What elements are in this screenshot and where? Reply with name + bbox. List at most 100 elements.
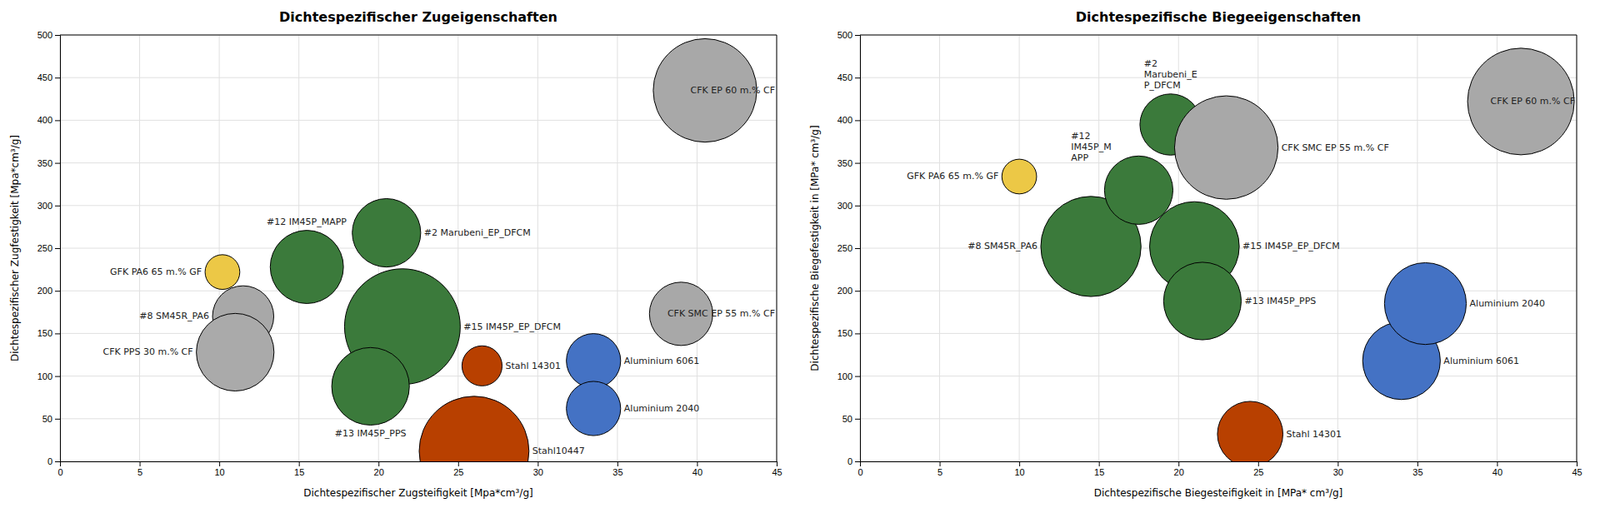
bubbles xyxy=(196,38,757,462)
tick-label: 100 xyxy=(837,371,853,382)
point-label: Aluminium 2040 xyxy=(624,403,700,415)
tick: 20 xyxy=(1174,461,1185,478)
tick-label: 5 xyxy=(137,467,143,478)
point-label: #12IM45P_MAPP xyxy=(1070,130,1111,163)
tick: 400 xyxy=(37,115,60,125)
labels: GFK PA6 65 m.% GF #8 SM45R_PA6 #12IM45P_MA… xyxy=(906,58,1575,440)
tick-mark xyxy=(855,205,860,207)
tick-mark xyxy=(55,163,60,165)
tick: 0 xyxy=(847,456,860,467)
bubble xyxy=(566,381,621,436)
y-axis-title: Dichtespezifische Biegefestigkeit in [MP… xyxy=(809,125,821,371)
tick: 500 xyxy=(837,30,860,40)
tick-label: 15 xyxy=(1094,467,1105,478)
y-axis: 050100150200250300350400450500 xyxy=(837,30,861,467)
tick-label: 350 xyxy=(837,158,853,169)
grid-line xyxy=(60,205,777,206)
label-line: #13 IM45P_PPS xyxy=(335,428,407,440)
frame xyxy=(776,35,778,462)
tick: 15 xyxy=(294,461,305,478)
tick-label: 0 xyxy=(47,456,53,467)
label-line: #12 IM45P_MAPP xyxy=(266,216,347,228)
bubble xyxy=(1467,48,1575,155)
tick-label: 450 xyxy=(37,72,53,83)
label-line: APP xyxy=(1070,152,1089,164)
tick-mark xyxy=(1576,461,1578,467)
tick: 150 xyxy=(37,328,60,339)
frame xyxy=(1576,35,1578,462)
axis-line xyxy=(855,35,861,463)
point-label: #15 IM45P_EP_DFCM xyxy=(463,321,561,333)
tick-label: 500 xyxy=(837,30,853,40)
tick: 500 xyxy=(37,30,60,40)
tick: 45 xyxy=(771,461,782,478)
label-line: Aluminium 6061 xyxy=(624,355,700,367)
tick: 40 xyxy=(692,461,703,478)
tick: 50 xyxy=(842,414,860,425)
bubble xyxy=(196,313,275,391)
tick-mark xyxy=(855,248,860,250)
tick: 10 xyxy=(214,461,225,478)
tick: 40 xyxy=(1492,461,1503,478)
point-label: CFK SMC EP 55 m.% CF xyxy=(1281,142,1390,154)
tick-mark xyxy=(219,461,220,467)
title: Dichtespezifischer Zugeigenschaften xyxy=(279,9,558,25)
tick: 250 xyxy=(37,243,60,254)
bubble xyxy=(352,198,421,267)
tick-label: 350 xyxy=(37,158,53,169)
tick-label: 400 xyxy=(37,115,53,125)
tick-mark xyxy=(1417,461,1419,467)
axis-line xyxy=(860,462,1578,468)
label-line: #13 IM45P_PPS xyxy=(1244,295,1316,307)
point-label: GFK PA6 65 m.% GF xyxy=(110,266,202,278)
point-label: #2Marubeni_EP_DFCM xyxy=(1144,58,1198,90)
bubble xyxy=(1217,401,1284,462)
label-line: GFK PA6 65 m.% GF xyxy=(110,266,202,278)
frame xyxy=(860,35,1577,36)
tick-label: 35 xyxy=(1412,467,1423,478)
grid-line xyxy=(60,162,777,164)
tick-label: 20 xyxy=(1174,467,1185,478)
tick: 350 xyxy=(837,158,860,169)
tick-label: 200 xyxy=(37,285,53,296)
tick: 30 xyxy=(1333,461,1344,478)
tick-label: 40 xyxy=(1492,467,1503,478)
tick-label: 30 xyxy=(1333,467,1344,478)
tick-mark xyxy=(55,461,60,463)
tick-label: 450 xyxy=(837,72,853,83)
bubble xyxy=(461,345,502,386)
tick: 25 xyxy=(1253,461,1264,478)
tick-label: 25 xyxy=(1253,467,1264,478)
bubble xyxy=(1001,159,1037,195)
label-line: CFK PPS 30 m.% CF xyxy=(102,346,193,358)
tick-label: 100 xyxy=(37,371,53,382)
grid-line xyxy=(60,248,777,250)
label-line: CFK EP 60 m.% CF xyxy=(1490,95,1575,107)
x-axis: 051015202530354045 xyxy=(57,461,782,478)
grid-line xyxy=(60,418,777,420)
label-line: #12 xyxy=(1070,130,1090,142)
label-line: GFK PA6 65 m.% GF xyxy=(906,170,999,182)
tick-mark xyxy=(55,290,60,292)
y-axis-title: Dichtespezifischer Zugfestigkeit [Mpa*cm… xyxy=(9,135,21,362)
frame xyxy=(60,35,777,36)
tick-label: 10 xyxy=(214,467,225,478)
tick: 0 xyxy=(857,461,863,478)
bubbles xyxy=(1001,48,1575,462)
tick: 100 xyxy=(837,371,860,382)
tick: 30 xyxy=(533,461,544,478)
tick-mark xyxy=(1258,461,1260,467)
y-axis: 050100150200250300350400450500 xyxy=(37,30,61,467)
tick-label: 45 xyxy=(771,467,782,478)
tick: 200 xyxy=(837,285,860,296)
grid-line xyxy=(1576,35,1578,462)
tick-label: 500 xyxy=(37,30,53,40)
grid xyxy=(60,35,777,462)
label-line: Aluminium 2040 xyxy=(1470,298,1546,310)
axis-line xyxy=(55,35,61,463)
axis-line xyxy=(60,462,778,468)
point-label: #8 SM45R_PA6 xyxy=(967,240,1038,252)
tick: 35 xyxy=(612,461,623,478)
tick-label: 30 xyxy=(533,467,544,478)
tick-label: 15 xyxy=(294,467,305,478)
